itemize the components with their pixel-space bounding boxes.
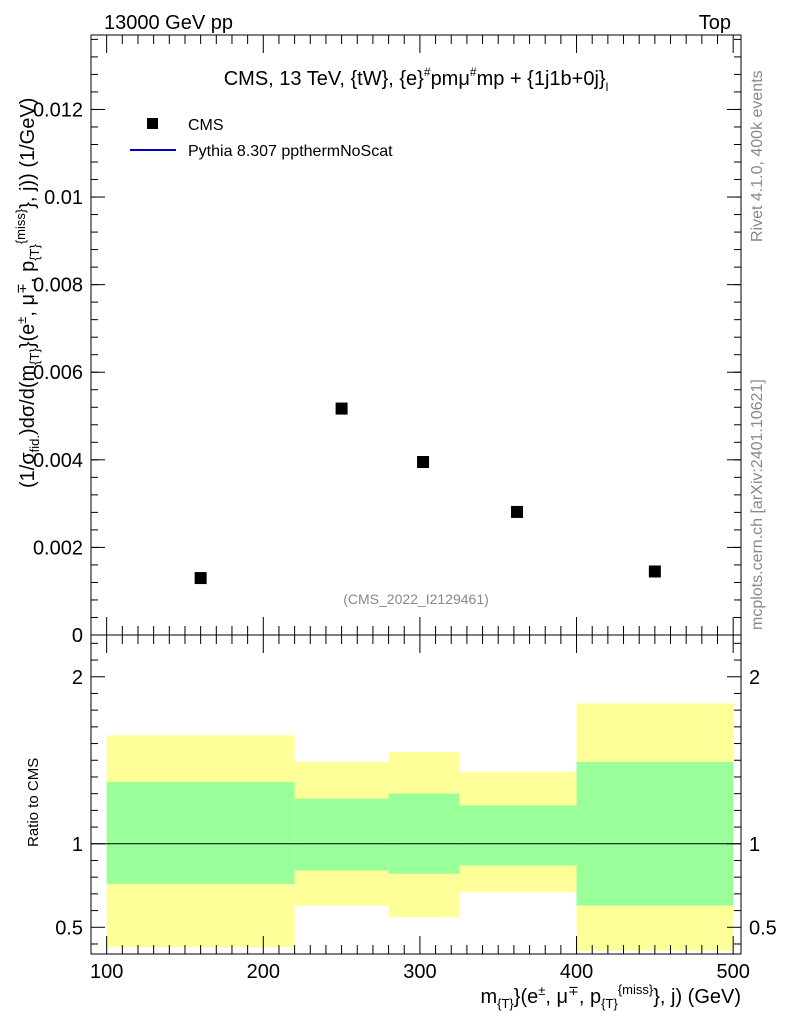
ratio-y-tick-label: 0.5 (55, 917, 83, 939)
ratio-inner-band (388, 793, 460, 874)
ratio-uncertainty-bands (106, 703, 734, 951)
ratio-y-ticks: 0.5 0.5 1 1 2 2 (55, 642, 777, 945)
ratio-plot-frame (90, 634, 742, 955)
legend-marker-cms (147, 118, 158, 129)
ratio-inner-band (459, 805, 577, 866)
cms-data-point (194, 572, 207, 585)
x-tick-label: 500 (716, 961, 749, 983)
process-label: Top (699, 12, 731, 34)
main-x-ticks (106, 35, 734, 635)
main-y-tick-label: 0.01 (44, 187, 83, 209)
main-y-tick-label: 0.008 (33, 275, 83, 297)
x-tick-label: 400 (560, 961, 593, 983)
rivet-label: Rivet 4.1.0, 400k events (749, 70, 766, 242)
ratio-y-tick-label-right: 1 (749, 834, 760, 856)
cms-data-point (417, 456, 430, 469)
legend-label-pythia: Pythia 8.307 ppthermNoScat (188, 143, 393, 160)
x-tick-label: 300 (403, 961, 436, 983)
legend: CMS Pythia 8.307 ppthermNoScat (130, 117, 393, 160)
x-tick-label: 200 (247, 961, 280, 983)
main-y-ticks: 0 0.002 0.004 0.006 0.008 0.01 0.012 (33, 38, 741, 647)
analysis-watermark: (CMS_2022_I2129461) (343, 591, 489, 607)
main-panel: 0 0.002 0.004 0.006 0.008 0.01 0.012 CMS, 13 T… (13, 34, 742, 647)
mcplots-label: mcplots.cern.ch [arXiv:2401.10621] (749, 379, 766, 630)
ratio-inner-band (576, 761, 734, 906)
ratio-inner-band (294, 798, 389, 871)
main-y-tick-label: 0.012 (33, 99, 83, 121)
main-title: CMS, 13 TeV, {tW}, {e}#pmμ#mp + {1j1b+0j… (224, 65, 609, 94)
legend-label-cms: CMS (188, 117, 224, 134)
cms-data-point (648, 565, 661, 578)
ratio-y-tick-label: 2 (72, 667, 83, 689)
x-axis-title: m{T}}(e±, μ∓, p{T}{miss}}, j) (GeV) (480, 982, 741, 1011)
ratio-y-tick-label-right: 0.5 (749, 917, 777, 939)
ratio-y-axis-title: Ratio to CMS (25, 758, 42, 847)
ratio-panel: 0.5 0.51 12 2 100 200 300 400 500 Ratio to CMS … (25, 634, 777, 1011)
ratio-y-tick-label-right: 2 (749, 667, 760, 689)
ratio-x-ticks: 100 200 300 400 500 (90, 635, 750, 983)
cms-data-point (511, 505, 524, 518)
main-y-tick-label: 0 (72, 625, 83, 647)
ratio-y-tick-label: 1 (72, 834, 83, 856)
cms-data-point (335, 402, 348, 415)
data-points (194, 402, 661, 585)
main-y-tick-label: 0.004 (33, 450, 83, 472)
main-y-tick-label: 0.002 (33, 537, 83, 559)
ratio-inner-band (106, 781, 295, 884)
main-y-tick-label: 0.006 (33, 362, 83, 384)
energy-label: 13000 GeV pp (104, 12, 233, 34)
x-tick-label: 100 (90, 961, 123, 983)
